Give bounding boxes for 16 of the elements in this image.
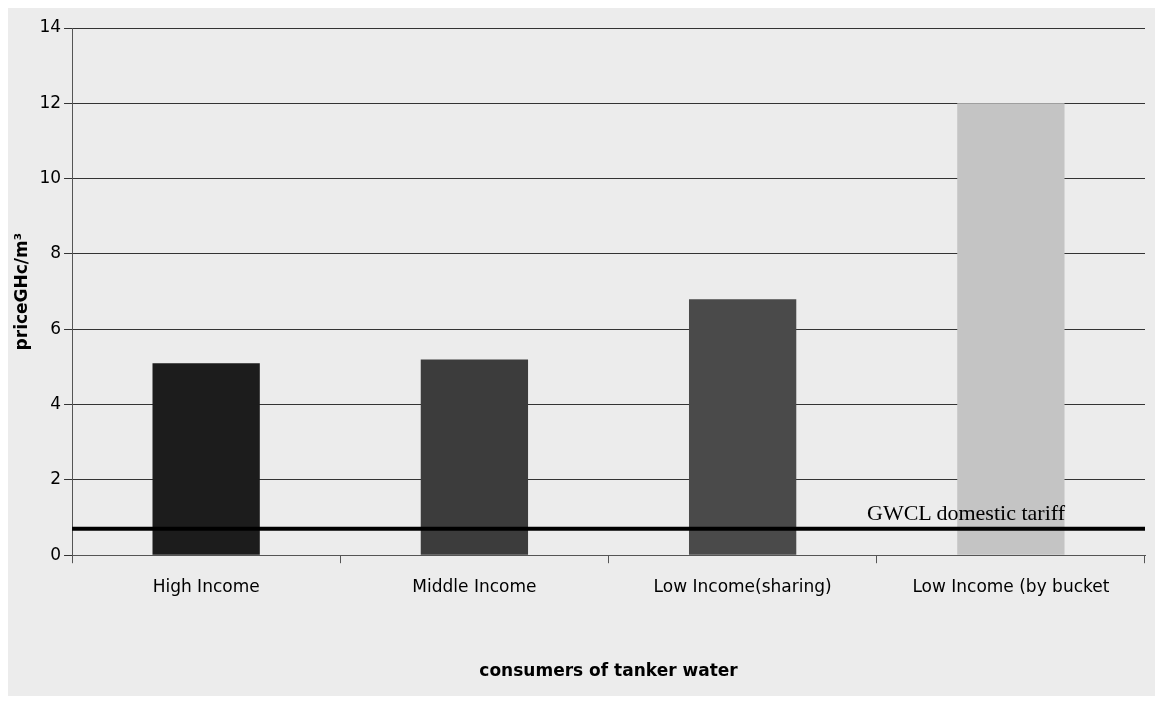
y-tick-label: 6 [50, 317, 62, 338]
y-tick-label: 0 [50, 543, 62, 564]
x-tick-label: Low Income (by bucket [912, 575, 1110, 596]
x-tick-label: High Income [152, 575, 260, 596]
y-tick-label: 8 [50, 242, 62, 263]
y-axis-title: priceGHc/m³ [10, 232, 31, 351]
y-tick-label: 10 [39, 167, 62, 188]
x-tick-label: Middle Income [412, 575, 537, 596]
y-tick-label: 2 [50, 468, 62, 489]
bar [152, 363, 260, 555]
x-axis-title: consumers of tanker water [479, 660, 739, 681]
y-tick-label: 12 [39, 91, 62, 112]
ref-line-label: GWCL domestic tariff [867, 499, 1066, 525]
y-tick-label: 14 [39, 16, 62, 37]
x-tick-label: Low Income(sharing) [653, 575, 832, 596]
y-tick-label: 4 [50, 392, 62, 413]
